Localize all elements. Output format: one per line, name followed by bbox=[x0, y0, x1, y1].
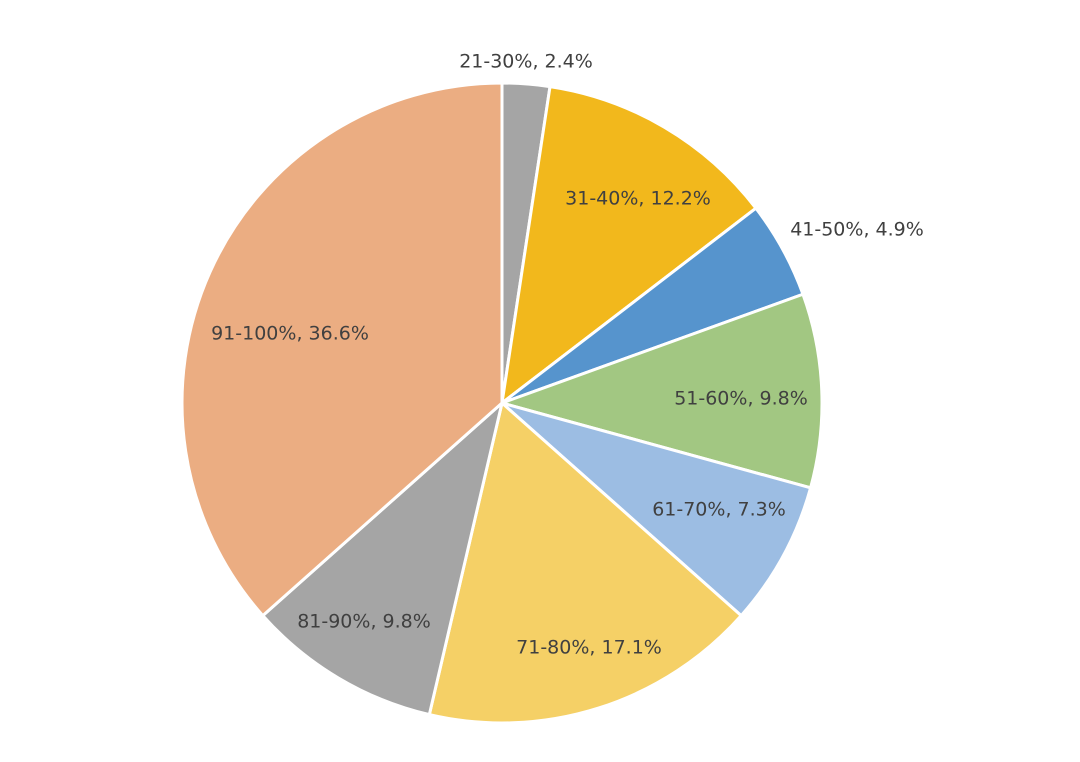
pie-slice-91-100pct bbox=[180, 81, 504, 618]
slice-label-61-70pct: 61-70%, 7.3% bbox=[652, 499, 786, 521]
slice-label-31-40pct: 31-40%, 12.2% bbox=[565, 188, 711, 210]
pie-slice-31-40pct bbox=[500, 85, 758, 405]
slice-label-41-50pct: 41-50%, 4.9% bbox=[790, 219, 924, 241]
slice-label-51-60pct: 51-60%, 9.8% bbox=[674, 388, 808, 410]
slice-label-21-30pct: 21-30%, 2.4% bbox=[459, 51, 593, 73]
pie-slices bbox=[180, 81, 824, 725]
pie-slice-81-90pct bbox=[261, 401, 504, 717]
slice-label-81-90pct: 81-90%, 9.8% bbox=[297, 611, 431, 633]
pie-slice-71-80pct bbox=[427, 401, 743, 725]
pie-labels: 21-30%, 2.4% 31-40%, 12.2% 41-50%, 4.9% 51-… bbox=[211, 51, 924, 659]
pie-slice-61-70pct bbox=[500, 401, 813, 618]
slice-label-91-100pct: 91-100%, 36.6% bbox=[211, 323, 369, 345]
slice-label-71-80pct: 71-80%, 17.1% bbox=[516, 637, 662, 659]
pie-slice-51-60pct bbox=[500, 292, 824, 490]
